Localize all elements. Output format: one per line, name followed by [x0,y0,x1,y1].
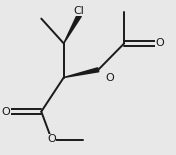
Text: O: O [155,38,164,48]
Polygon shape [64,68,99,78]
Text: O: O [47,135,56,144]
Text: Cl: Cl [74,5,85,16]
Text: O: O [1,107,10,117]
Text: O: O [105,73,114,83]
Polygon shape [64,15,81,43]
